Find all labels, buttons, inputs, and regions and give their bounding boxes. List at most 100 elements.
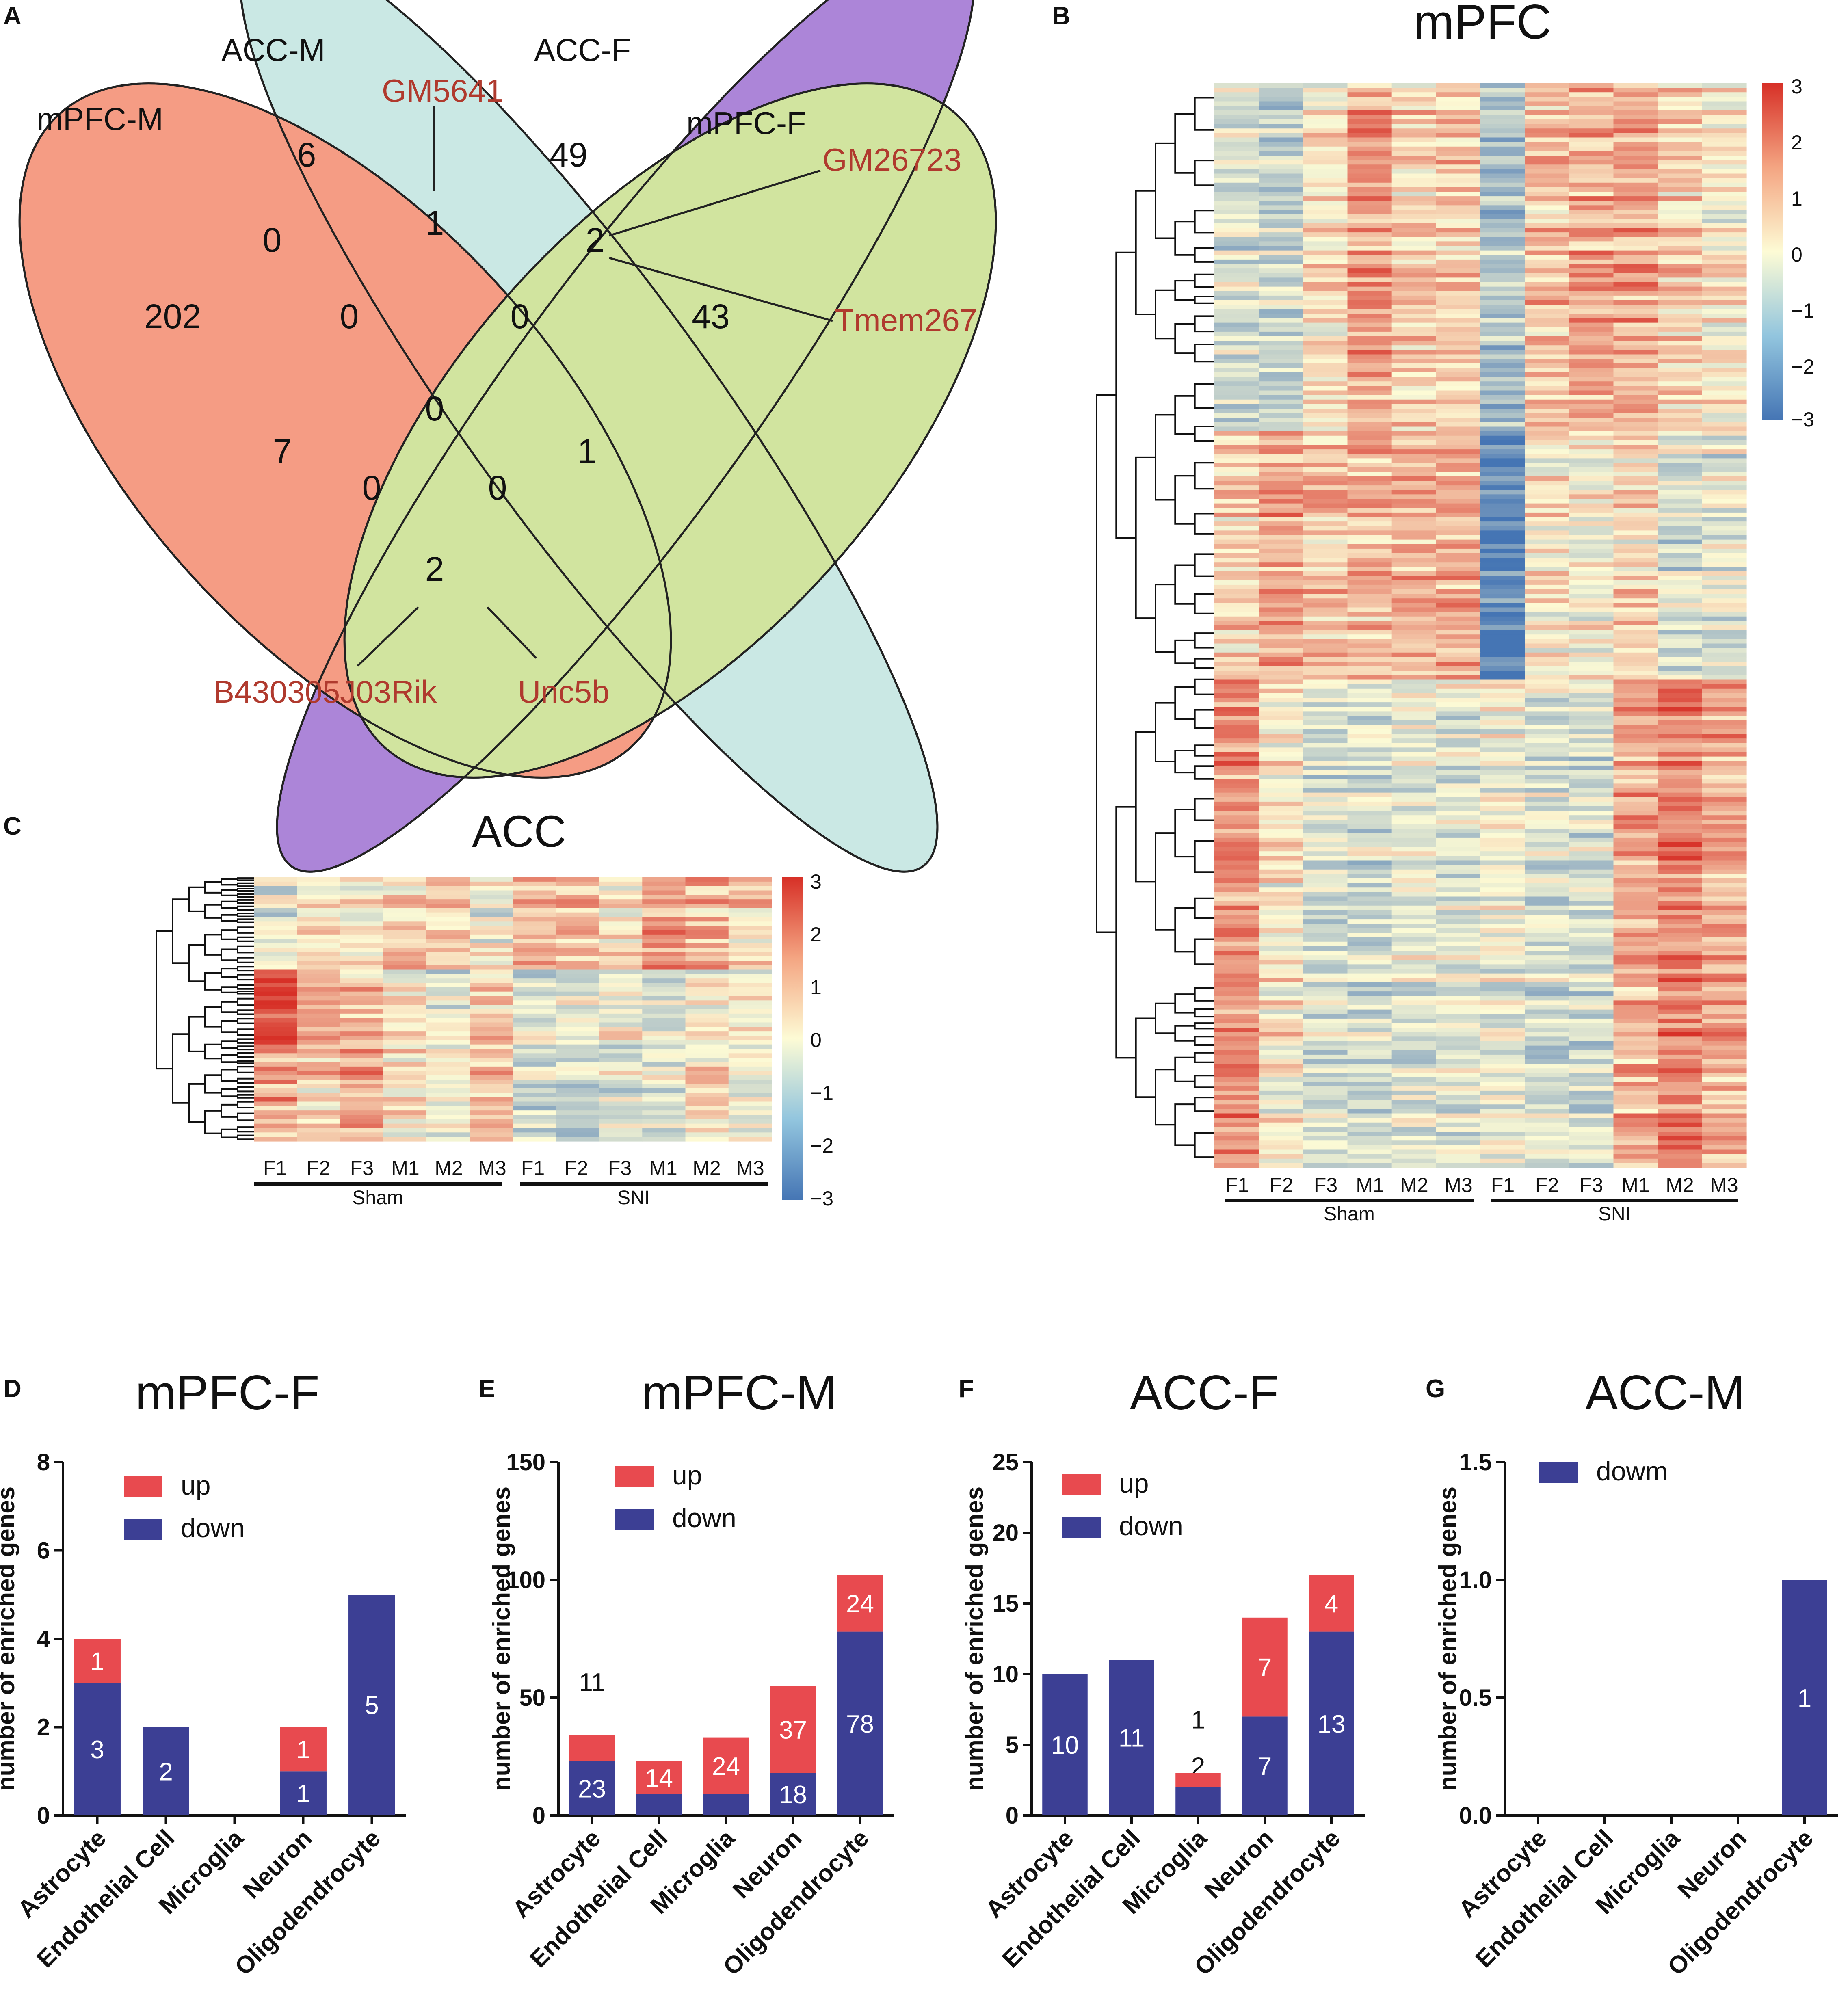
- mpfc-cell: [1480, 241, 1525, 247]
- mpfc-cell: [1658, 539, 1703, 545]
- acc-cell: [685, 943, 729, 948]
- mpfc-cell: [1259, 987, 1303, 992]
- mpfc-cell: [1214, 1023, 1259, 1028]
- acc-cell: [642, 983, 686, 988]
- mpfc-cell: [1480, 128, 1525, 133]
- mpfc-cell: [1658, 684, 1703, 689]
- acc-cell: [685, 974, 729, 979]
- acc-cell: [297, 1022, 341, 1027]
- mpfc-cell: [1569, 259, 1614, 264]
- mpfc-cell: [1480, 544, 1525, 549]
- mpfc-cell: [1391, 88, 1437, 93]
- mpfc-cell: [1658, 960, 1703, 965]
- mpfc-cell: [1480, 291, 1525, 296]
- mpfc-cell: [1303, 883, 1348, 888]
- mpfc-cell: [1436, 643, 1481, 649]
- mpfc-cell: [1436, 969, 1481, 974]
- mpfc-cell: [1613, 589, 1658, 594]
- mpfc-cell: [1303, 341, 1348, 346]
- mpfc-cell: [1480, 801, 1525, 807]
- mpfc-cell: [1702, 1163, 1747, 1168]
- mpfc-cell: [1347, 928, 1392, 933]
- mpfc-cell: [1525, 1064, 1569, 1069]
- mpfc-cell: [1702, 657, 1747, 662]
- bar-value-label: 1: [296, 1780, 310, 1808]
- acc-cell: [685, 1132, 729, 1137]
- mpfc-cell: [1214, 756, 1259, 762]
- mpfc-cell: [1303, 142, 1348, 147]
- mpfc-cell: [1391, 598, 1437, 603]
- acc-cell: [599, 1110, 643, 1115]
- mpfc-cell: [1613, 119, 1658, 124]
- mpfc-cell: [1347, 133, 1392, 138]
- acc-cell: [254, 1036, 297, 1041]
- mpfc-cell: [1259, 1050, 1303, 1055]
- acc-cell: [470, 1080, 513, 1084]
- mpfc-cell: [1569, 409, 1614, 413]
- mpfc-cell: [1480, 770, 1525, 775]
- venn-label-mpfc-m: mPFC-M: [37, 101, 163, 137]
- mpfc-cell: [1347, 851, 1392, 856]
- mpfc-cell: [1613, 1028, 1658, 1032]
- acc-cell: [556, 881, 599, 887]
- mpfc-cell: [1569, 539, 1614, 545]
- mpfc-cell: [1391, 978, 1437, 983]
- mpfc-cell: [1480, 698, 1525, 703]
- acc-cell: [297, 939, 341, 944]
- venn-pointer-b430305j03rik: [357, 606, 419, 667]
- mpfc-cell: [1480, 485, 1525, 490]
- mpfc-cell: [1569, 630, 1614, 635]
- mpfc-cell: [1347, 743, 1392, 748]
- mpfc-cell: [1303, 811, 1348, 816]
- mpfc-cell: [1480, 671, 1525, 675]
- mpfc-cell: [1525, 273, 1569, 278]
- mpfc-cell: [1259, 1109, 1303, 1114]
- mpfc-cell: [1613, 228, 1658, 233]
- mpfc-cell: [1303, 146, 1348, 151]
- mpfc-cell: [1347, 1149, 1392, 1155]
- mpfc-cell: [1214, 363, 1259, 368]
- mpfc-cell: [1569, 124, 1614, 129]
- acc-cell: [470, 912, 513, 917]
- mpfc-cell: [1525, 756, 1569, 762]
- mpfc-cell: [1480, 1050, 1525, 1055]
- mpfc-cell: [1347, 544, 1392, 549]
- mpfc-cell: [1347, 869, 1392, 874]
- mpfc-cell: [1259, 426, 1303, 432]
- mpfc-cell: [1303, 612, 1348, 617]
- mpfc-cell: [1436, 675, 1481, 680]
- acc-cell: [340, 1071, 384, 1076]
- mpfc-cell: [1303, 435, 1348, 441]
- mpfc-cell: [1480, 214, 1525, 219]
- mpfc-cell: [1214, 896, 1259, 902]
- mpfc-cell: [1391, 137, 1437, 143]
- mpfc-cell: [1214, 1086, 1259, 1091]
- mpfc-cell: [1480, 716, 1525, 721]
- mpfc-cell: [1436, 318, 1481, 323]
- mpfc-dendro-branch: [1194, 315, 1214, 333]
- acc-cell: [728, 1018, 772, 1023]
- mpfc-cell: [1569, 119, 1614, 124]
- mpfc-cell: [1259, 883, 1303, 888]
- acc-dendro-branch: [237, 1060, 254, 1064]
- mpfc-cell: [1347, 336, 1392, 341]
- acc-cell: [340, 965, 384, 970]
- acc-cell: [513, 974, 556, 979]
- mpfc-cell: [1347, 119, 1392, 124]
- mpfc-cell: [1480, 928, 1525, 933]
- mpfc-cell: [1391, 725, 1437, 730]
- mpfc-cell: [1347, 919, 1392, 924]
- mpfc-cell: [1347, 472, 1392, 477]
- bar-value-label: 11: [1119, 1724, 1145, 1753]
- acc-cell: [685, 1036, 729, 1041]
- acc-cell: [685, 926, 729, 930]
- mpfc-cell: [1569, 494, 1614, 500]
- acc-cell: [599, 1128, 643, 1133]
- mpfc-cell: [1658, 517, 1703, 522]
- mpfc-cell: [1702, 1090, 1747, 1096]
- mpfc-cell: [1436, 521, 1481, 526]
- mpfc-cell: [1525, 535, 1569, 540]
- mpfc-cell: [1702, 137, 1747, 143]
- mpfc-cell: [1702, 182, 1747, 188]
- mpfc-cell: [1525, 567, 1569, 572]
